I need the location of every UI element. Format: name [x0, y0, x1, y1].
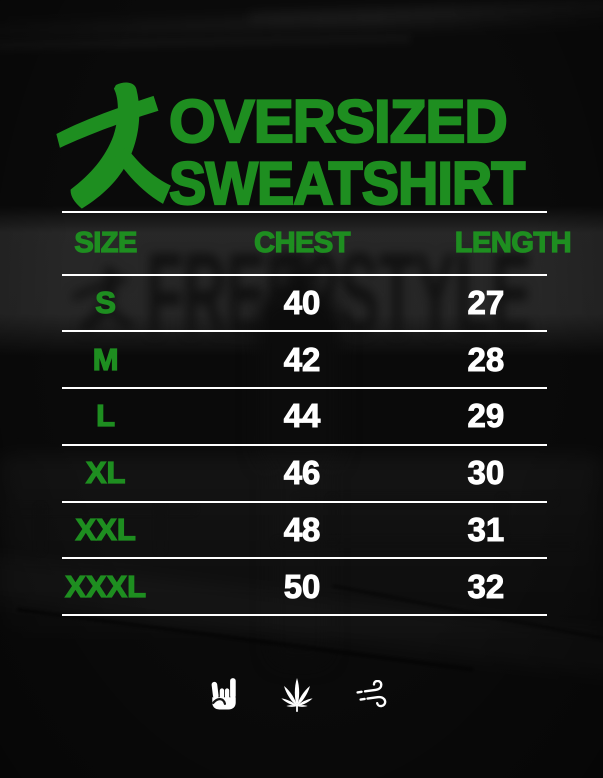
table-row: S 40 27	[62, 276, 547, 333]
footer-icons	[0, 672, 603, 716]
length-cell: 29	[467, 397, 505, 435]
length-cell: 31	[467, 511, 505, 549]
chest-cell: 48	[283, 511, 321, 549]
table-header-row: SIZE CHEST LENGTH	[62, 213, 572, 276]
length-cell: 30	[467, 454, 505, 492]
rock-hand-icon	[211, 678, 236, 710]
brand-logo-icon	[56, 82, 171, 209]
chest-cell: 44	[283, 397, 321, 435]
chest-cell: 46	[283, 454, 321, 492]
size-cell: XXXL	[65, 568, 147, 604]
column-header-chest: CHEST	[254, 226, 352, 259]
page-title: OVERSIZED SWEATSHIRT	[168, 88, 551, 217]
chest-cell: 50	[283, 567, 321, 605]
chest-cell: 40	[283, 283, 321, 321]
length-cell: 32	[467, 567, 505, 605]
column-header-size: SIZE	[74, 226, 138, 259]
size-cell: L	[96, 398, 116, 434]
table-row: XL 46 30	[62, 446, 547, 503]
size-cell: S	[95, 284, 117, 320]
table-row: XXXL 50 32	[62, 559, 547, 617]
size-chart-table: SIZE CHEST LENGTH S 40 27 M 42 28 L 44 2…	[62, 211, 572, 617]
background-rail	[38, 506, 43, 552]
length-cell: 27	[467, 283, 505, 321]
page-title-line2: SWEATSHIRT	[168, 150, 526, 217]
size-cell: XL	[85, 455, 126, 491]
size-cell: M	[92, 341, 119, 377]
background-rail	[295, 497, 555, 503]
length-cell: 28	[467, 340, 505, 378]
column-header-length: LENGTH	[454, 226, 572, 259]
background-rail	[158, 506, 163, 552]
background-rail	[10, 506, 195, 512]
table-row: M 42 28	[62, 332, 547, 390]
page-title-line1: OVERSIZED	[168, 88, 509, 155]
background-rail	[275, 540, 575, 546]
table-row: L 44 29	[62, 389, 547, 446]
table-row: XXL 48 31	[62, 503, 547, 560]
wind-icon	[355, 680, 386, 708]
size-cell: XXL	[75, 511, 137, 548]
dai-kanji-watermark-icon	[71, 266, 134, 335]
cannabis-leaf-icon	[280, 678, 313, 712]
background-rail	[330, 497, 335, 541]
background-rail	[500, 497, 505, 541]
chest-cell: 42	[283, 340, 321, 378]
